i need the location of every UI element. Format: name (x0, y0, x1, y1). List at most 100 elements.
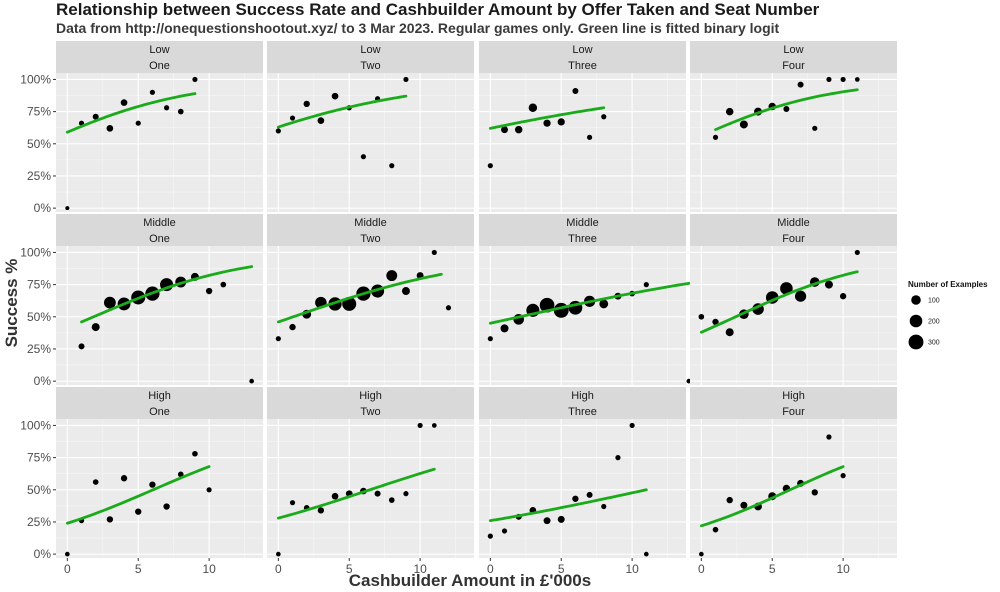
data-point (249, 378, 254, 384)
data-point (725, 107, 734, 116)
data-point (557, 118, 565, 126)
data-point (91, 323, 100, 332)
y-tick-label: 75% (27, 105, 51, 119)
facet-strip-offer-label: Low (783, 44, 803, 56)
x-tick-label: 0 (64, 562, 71, 576)
y-tick-label: 50% (27, 483, 51, 497)
panel-background (479, 246, 686, 385)
data-point (797, 81, 804, 88)
data-point (106, 125, 114, 132)
data-point (601, 114, 607, 120)
data-point (163, 105, 170, 111)
y-tick-label: 75% (27, 278, 51, 292)
facet-strip-offer-label: High (148, 390, 171, 402)
data-point (149, 89, 156, 95)
facet-strip-seat-label: Four (782, 60, 805, 72)
facet-panel-middle-one: Middle One 0% 25% 50% 75% 100% (20, 214, 263, 388)
facet-panel-low-three: Low Three (479, 41, 686, 212)
x-tick-label: 10 (413, 562, 427, 576)
x-tick-label: 10 (625, 562, 639, 576)
data-point (65, 551, 70, 557)
y-tick-label: 100% (20, 72, 51, 86)
x-tick-label: 0 (487, 562, 494, 576)
x-tick-label: 10 (202, 562, 216, 576)
data-point (331, 492, 339, 500)
data-point (826, 434, 832, 440)
data-point (712, 318, 719, 326)
data-point (431, 423, 437, 428)
data-point (192, 450, 198, 457)
data-point (417, 422, 423, 429)
x-tick-label: 0 (275, 562, 282, 576)
facet-panel-middle-three: Middle Three (479, 214, 692, 385)
data-point (389, 163, 395, 169)
data-point (275, 128, 281, 134)
fitted-logit-line (488, 281, 691, 325)
facet-strip-seat-label: Four (782, 233, 805, 245)
data-point (854, 77, 860, 82)
data-point (487, 533, 493, 539)
facet-strip-offer-label: High (782, 390, 805, 402)
facet-strip (479, 214, 686, 246)
data-point (712, 526, 719, 533)
data-point (543, 517, 551, 525)
fitted-logit-line (276, 467, 436, 520)
data-point (824, 280, 833, 289)
data-point (643, 551, 649, 557)
facet-strip-offer-label: Middle (143, 217, 175, 229)
legend: Number of Examples 100 200 300 (903, 270, 997, 354)
panel-background (479, 73, 686, 212)
data-point (386, 270, 398, 282)
data-point (92, 113, 99, 120)
y-tick-label: 100% (20, 418, 51, 432)
facet-panel-low-two: Low Two (267, 41, 474, 212)
facet-strip-offer-label: Middle (777, 217, 809, 229)
y-tick-label: 0% (34, 201, 52, 215)
fitted-logit-line (80, 265, 254, 324)
panel-background (690, 246, 897, 385)
data-point (643, 282, 649, 288)
data-point (572, 495, 579, 502)
data-point (206, 487, 212, 493)
facet-strip-seat-label: Three (568, 406, 597, 418)
y-tick-label: 25% (27, 342, 51, 356)
fitted-logit-line (65, 465, 211, 525)
facet-strip-offer-label: Low (360, 44, 380, 56)
data-point (388, 497, 395, 503)
data-point (103, 296, 116, 309)
data-point (445, 305, 452, 311)
data-point (289, 115, 296, 121)
data-point (401, 287, 410, 296)
data-point (698, 313, 705, 320)
facet-strip-offer-label: High (571, 390, 594, 402)
facet-panel-low-one: Low One 0% 25% 50% 75% 100% (20, 41, 263, 215)
fitted-logit-line (488, 488, 648, 523)
data-point (106, 516, 114, 523)
data-point (712, 134, 719, 140)
data-point (501, 528, 508, 534)
data-point (543, 119, 551, 127)
data-point (740, 501, 748, 509)
facet-strip-offer-label: Middle (566, 217, 598, 229)
facet-panel-high-four: High Four 0 5 10 (690, 387, 897, 576)
y-tick-label: 75% (27, 451, 51, 465)
data-point (403, 491, 409, 497)
facet-strip (479, 387, 686, 419)
data-point (275, 336, 281, 342)
x-tick-label: 0 (698, 562, 705, 576)
fitted-logit-line (276, 94, 408, 129)
data-point (289, 500, 296, 506)
legend-title: Number of Examples (908, 280, 988, 289)
data-point (811, 489, 818, 496)
data-point (528, 103, 538, 112)
legend-label-100: 100 (928, 298, 940, 305)
data-point (794, 290, 807, 302)
data-point (276, 551, 281, 557)
facet-strip-seat-label: Four (782, 406, 805, 418)
legend-label-300: 300 (928, 340, 940, 347)
facet-strip-seat-label: Two (360, 233, 380, 245)
facet-grid: LowOne0%25%50%75%100%LowTwoLowThreeLowFo… (20, 41, 897, 576)
data-point (360, 154, 367, 160)
facet-strip (267, 214, 474, 246)
